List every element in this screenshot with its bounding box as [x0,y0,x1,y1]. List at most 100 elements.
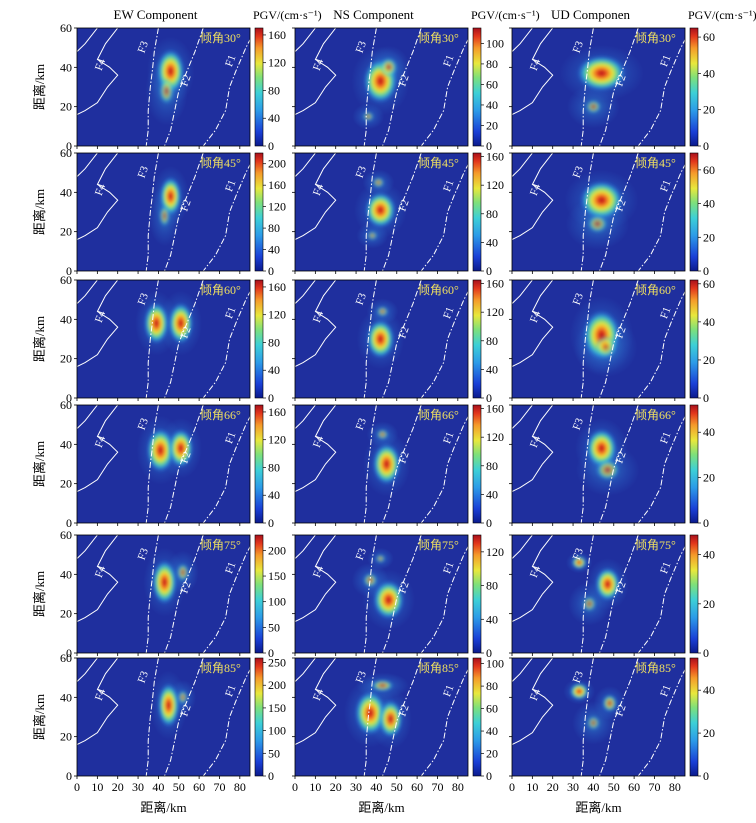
y-tick-label: 20 [60,100,72,114]
y-tick-label: 60 [60,273,72,287]
fault-line-f3 [145,28,159,146]
colorbar-tick-label: 50 [268,746,280,760]
colorbar-tick-label: 20 [486,747,498,761]
heatmap-panel-ud-2: F1 F2 F3 F4 倾角 45° 0 20 40 60 [509,152,715,278]
colorbar-tick-label: 120 [486,430,504,444]
y-tick-label: 0 [66,646,72,660]
x-tick-label: 30 [350,780,362,794]
pgv-blob [585,99,602,114]
pgv-blob [367,231,377,240]
fault-label: F4 [528,57,543,72]
dip-annotation: 倾角 45° [200,156,241,170]
colorbar: 0 40 80 120 160 [472,402,504,530]
fault-label: F2 [178,325,193,340]
dip-prefix: 倾角 [418,156,442,170]
y-tick-label: 0 [66,139,72,153]
y-tick-label: 40 [60,60,72,74]
colorbar-tick-label: 0 [486,516,492,530]
fault-label: F3 [354,164,369,179]
colorbar-tick-label: 80 [268,335,280,349]
fault-label: F2 [396,703,411,718]
dip-value: 75° [659,538,676,552]
colorbar-tick-label: 160 [486,402,504,416]
y-axis-label: 距离/km [32,441,47,487]
y-tick-label: 0 [66,769,72,783]
fault-line-f2 [164,153,204,271]
pgv-blob [373,177,384,188]
fault-label: F2 [396,450,411,465]
colorbar-tick-label: 40 [486,724,498,738]
pgv-blob [577,55,626,92]
dip-prefix: 倾角 [200,538,224,552]
colorbar-tick-label: 0 [703,264,709,278]
dip-value: 66° [659,408,676,422]
pgv-blob [363,111,374,122]
x-tick-label: 40 [152,780,164,794]
colorbar: 0 20 40 60 [689,27,715,153]
dip-prefix: 倾角 [635,408,659,422]
colorbar-tick-label: 20 [703,471,715,485]
x-tick-label: 80 [669,780,681,794]
pgv-blob [377,306,388,317]
fault-label: F4 [311,434,326,449]
fault-line-f3 [363,405,377,523]
fault-line-f3 [363,153,377,271]
y-tick-label: 40 [60,690,72,704]
fault-label: F1 [658,560,673,575]
colorbar-tick-label: 160 [268,178,286,192]
colorbar: 0 20 40 [689,657,715,783]
x-tick-label: 70 [648,780,660,794]
fault-line-f4 [77,28,119,115]
fault-label: F4 [311,57,326,72]
dip-value: 85° [659,661,676,675]
fault-label: F2 [178,450,193,465]
dip-annotation: 倾角 45° [635,156,676,170]
fault-line-f2 [382,280,422,398]
x-axis-label: 距离/km [358,800,404,815]
colorbar-tick-label: 160 [268,280,286,294]
colorbar-tick-label: 100 [486,36,504,50]
colorbar-tick-label: 20 [703,726,715,740]
colorbar: 0 40 80 120 160 [472,150,504,278]
colorbar-tick-label: 100 [268,724,286,738]
fault-label: F2 [396,198,411,213]
fault-line-f4 [512,658,554,745]
colorbar-tick-label: 0 [268,264,274,278]
dip-value: 30° [224,31,241,45]
dip-value: 45° [442,156,459,170]
dip-prefix: 倾角 [418,408,442,422]
dip-prefix: 倾角 [635,31,659,45]
fault-label: F1 [441,560,456,575]
fault-label: F3 [571,164,586,179]
fault-line-f4 [295,153,337,240]
colorbar-tick-label: 40 [268,363,280,377]
colorbar-tick-label: 60 [703,163,715,177]
fault-line-f3 [145,405,159,523]
dip-value: 30° [442,31,459,45]
dip-value: 75° [224,538,241,552]
x-tick-label: 60 [628,780,640,794]
fault-label: F2 [178,580,193,595]
fault-line-f4 [512,153,554,240]
dip-value: 66° [442,408,459,422]
dip-annotation: 倾角 60° [200,283,241,297]
pgv-blob [178,690,188,704]
heatmap-panel-ns-5: F1 F2 F3 F4 倾角 75° 0 40 80 120 [292,534,504,660]
pgv-blob [168,302,194,344]
fault-label: F3 [136,416,151,431]
fault-line-f2 [164,405,204,523]
fault-line-f4b [512,28,533,52]
fault-line-f2 [382,658,422,776]
fault-label: F4 [528,182,543,197]
x-tick-label: 0 [292,780,298,794]
dip-annotation: 倾角 75° [635,538,676,552]
fault-line-f4b [512,405,533,429]
colorbar: 0 20 40 60 80 100 [472,657,504,783]
fault-label: F2 [613,198,628,213]
fault-line-f4b [295,405,316,429]
fault-line-f4 [77,535,119,622]
colorbar-tick-label: 0 [268,769,274,783]
fault-line-f2 [382,405,422,523]
fault-line-f2 [599,28,639,146]
dip-annotation: 倾角 60° [635,283,676,297]
